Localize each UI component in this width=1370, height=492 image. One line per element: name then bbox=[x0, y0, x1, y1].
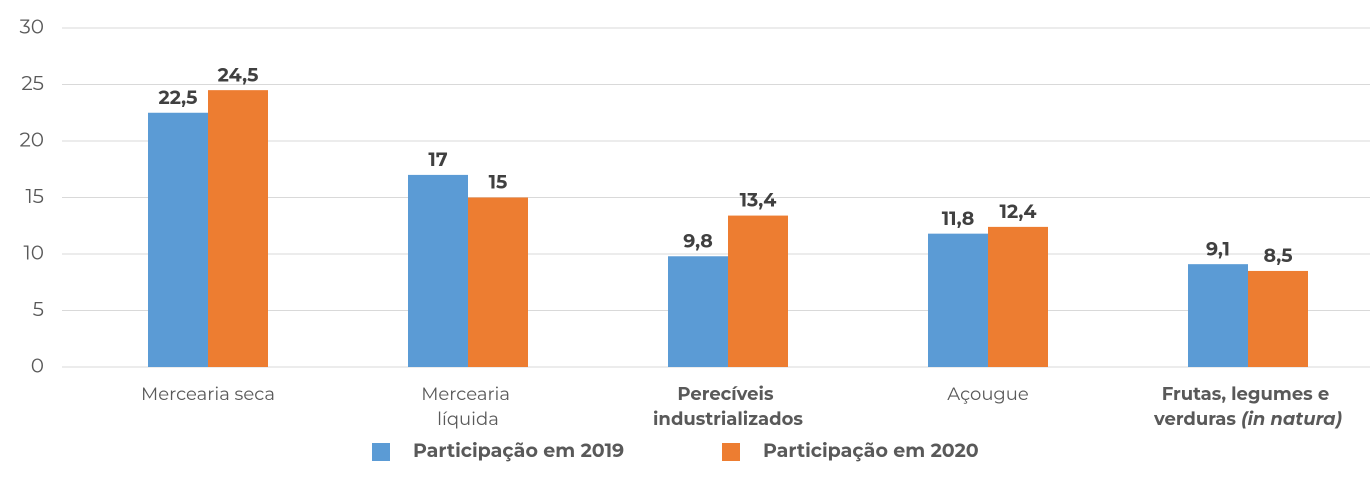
x-tick-label: Mercearia seca bbox=[141, 383, 275, 405]
y-tick-label: 30 bbox=[19, 15, 44, 39]
bar bbox=[208, 90, 268, 368]
y-tick-label: 15 bbox=[25, 185, 44, 209]
bar bbox=[1188, 264, 1248, 367]
legend-label: Participação em 2020 bbox=[763, 439, 979, 462]
data-label: 15 bbox=[489, 171, 508, 194]
data-label: 9,8 bbox=[683, 229, 713, 252]
y-tick-label: 10 bbox=[24, 241, 44, 265]
x-tick-label: Mercearia líquida bbox=[421, 383, 515, 430]
bar bbox=[988, 226, 1048, 367]
bar bbox=[728, 215, 788, 367]
legend-swatch bbox=[722, 443, 740, 461]
bar bbox=[408, 174, 468, 367]
x-tick-label: Frutas, legumes e verduras (in natura) bbox=[1153, 383, 1342, 430]
data-label: 12,4 bbox=[1000, 200, 1037, 223]
bar bbox=[928, 233, 988, 367]
legend-swatch bbox=[372, 443, 390, 461]
bar bbox=[1248, 270, 1308, 367]
data-label: 11,8 bbox=[942, 207, 975, 230]
bar bbox=[668, 256, 728, 367]
y-tick-label: 5 bbox=[33, 298, 44, 322]
bar bbox=[148, 112, 208, 367]
data-label: 22,5 bbox=[159, 86, 198, 109]
y-tick-label: 0 bbox=[31, 354, 44, 378]
data-label: 24,5 bbox=[218, 63, 259, 86]
y-tick-label: 25 bbox=[21, 72, 44, 96]
data-label: 8,5 bbox=[1263, 244, 1292, 267]
data-label: 13,4 bbox=[740, 189, 777, 212]
bar bbox=[468, 197, 528, 367]
legend-label: Participação em 2019 bbox=[413, 439, 624, 462]
x-tick-label: Açougue bbox=[947, 383, 1029, 405]
y-tick-label: 20 bbox=[19, 128, 44, 152]
data-label: 9,1 bbox=[1206, 237, 1230, 260]
x-tick-label: Perecíveis industrializados bbox=[653, 383, 803, 430]
data-label: 17 bbox=[428, 148, 447, 171]
